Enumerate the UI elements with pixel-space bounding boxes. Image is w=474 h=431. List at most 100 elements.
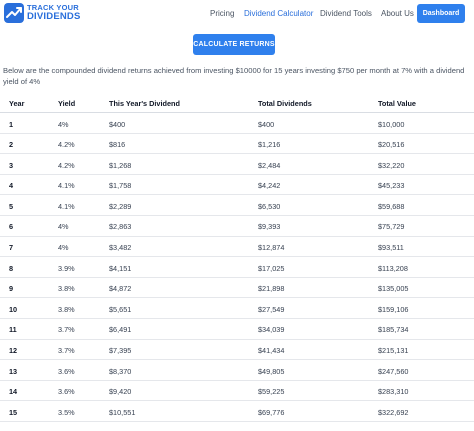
header-this-years-dividend: This Year's Dividend — [109, 99, 180, 108]
cell-year: 14 — [9, 387, 18, 397]
table-row: 13 3.6% $8,370 $49,805 $247,560 — [0, 360, 474, 381]
logo-line-1: TRACK YOUR — [27, 2, 79, 12]
nav-pricing[interactable]: Pricing — [210, 9, 235, 18]
logo-line-2: DIVIDENDS — [27, 11, 81, 23]
cell-total-dividends: $59,225 — [258, 387, 285, 397]
cell-yield: 3.6% — [58, 387, 75, 397]
cell-yield: 3.7% — [58, 325, 75, 335]
cell-total-dividends: $21,898 — [258, 284, 285, 294]
cell-total-dividends: $9,393 — [258, 222, 281, 232]
header-yield: Yield — [58, 99, 76, 108]
cell-yield: 4% — [58, 222, 69, 232]
table-header: Year Yield This Year's Dividend Total Di… — [0, 93, 474, 113]
cell-year: 3 — [9, 160, 14, 170]
dashboard-button[interactable]: Dashboard — [417, 4, 465, 23]
cell-yield: 3.6% — [58, 366, 75, 376]
table-row: 5 4.1% $2,289 $6,530 $59,688 — [0, 195, 474, 216]
cell-year: 13 — [9, 366, 18, 376]
cell-yield: 4.1% — [58, 201, 75, 211]
cell-year: 12 — [9, 346, 18, 356]
cell-total-dividends: $27,549 — [258, 304, 285, 314]
cell-year: 11 — [9, 325, 17, 335]
cell-total-value: $113,208 — [378, 263, 408, 273]
table-row: 11 3.7% $6,491 $34,039 $185,734 — [0, 319, 474, 340]
cell-this-years-dividend: $400 — [109, 119, 126, 129]
cell-yield: 4.2% — [58, 140, 75, 150]
nav-dividend-calculator[interactable]: Dividend Calculator — [244, 9, 314, 18]
cell-total-dividends: $34,039 — [258, 325, 285, 335]
cell-total-value: $185,734 — [378, 325, 409, 335]
header-total-value: Total Value — [378, 99, 416, 108]
cell-this-years-dividend: $9,420 — [109, 387, 132, 397]
cell-yield: 3.8% — [58, 284, 75, 294]
cell-yield: 4.2% — [58, 160, 75, 170]
cell-year: 4 — [9, 181, 14, 191]
cell-this-years-dividend: $2,289 — [109, 201, 132, 211]
results-table-body: 1 4% $400 $400 $10,000 2 4.2% $816 $1,216 $20,516… — [0, 113, 474, 422]
cell-this-years-dividend: $10,551 — [109, 407, 136, 417]
cell-year: 15 — [9, 407, 18, 417]
cell-year: 1 — [9, 119, 14, 129]
cell-total-value: $247,560 — [378, 366, 409, 376]
cell-yield: 3.7% — [58, 346, 75, 356]
cell-this-years-dividend: $6,491 — [109, 325, 132, 335]
cell-total-value: $322,692 — [378, 407, 409, 417]
cell-total-dividends: $2,484 — [258, 160, 281, 170]
cell-total-value: $159,106 — [378, 304, 409, 314]
cell-this-years-dividend: $2,863 — [109, 222, 132, 232]
cell-total-dividends: $400 — [258, 119, 275, 129]
cell-total-dividends: $12,874 — [258, 243, 285, 253]
table-row: 7 4% $3,482 $12,874 $93,511 — [0, 237, 474, 258]
cell-yield: 4% — [58, 243, 69, 253]
cell-total-value: $135,005 — [378, 284, 409, 294]
calculate-returns-button[interactable]: CALCULATE RETURNS — [193, 34, 275, 55]
cell-total-dividends: $69,776 — [258, 407, 285, 417]
nav-about-us[interactable]: About Us — [381, 9, 414, 18]
table-row: 3 4.2% $1,268 $2,484 $32,220 — [0, 154, 474, 175]
table-row: 4 4.1% $1,758 $4,242 $45,233 — [0, 175, 474, 196]
cell-year: 7 — [9, 243, 14, 253]
site-header: TRACK YOUR DIVIDENDS Pricing Dividend Ca… — [0, 0, 474, 30]
cell-this-years-dividend: $1,268 — [109, 160, 132, 170]
cell-total-value: $93,511 — [378, 243, 404, 253]
table-row: 8 3.9% $4,151 $17,025 $113,208 — [0, 257, 474, 278]
table-row: 15 3.5% $10,551 $69,776 $322,692 — [0, 401, 474, 422]
cell-year: 9 — [9, 284, 14, 294]
cell-yield: 4.1% — [58, 181, 75, 191]
table-row: 10 3.8% $5,651 $27,549 $159,106 — [0, 298, 474, 319]
cell-yield: 3.5% — [58, 407, 75, 417]
cell-yield: 3.9% — [58, 263, 75, 273]
table-row: 14 3.6% $9,420 $59,225 $283,310 — [0, 381, 474, 402]
cell-year: 10 — [9, 304, 18, 314]
cell-this-years-dividend: $8,370 — [109, 366, 132, 376]
header-total-dividends: Total Dividends — [258, 99, 312, 108]
cell-this-years-dividend: $816 — [109, 140, 126, 150]
cell-total-dividends: $41,434 — [258, 346, 285, 356]
cell-total-dividends: $49,805 — [258, 366, 285, 376]
cell-this-years-dividend: $7,395 — [109, 346, 132, 356]
cell-total-dividends: $17,025 — [258, 263, 285, 273]
logo[interactable]: TRACK YOUR DIVIDENDS — [4, 3, 81, 23]
header-year: Year — [9, 99, 25, 108]
cell-this-years-dividend: $3,482 — [109, 243, 132, 253]
logo-icon — [4, 3, 24, 23]
nav-dividend-tools[interactable]: Dividend Tools — [320, 9, 372, 18]
cell-this-years-dividend: $5,651 — [109, 304, 132, 314]
cell-total-value: $10,000 — [378, 119, 405, 129]
logo-text: TRACK YOUR DIVIDENDS — [27, 2, 81, 23]
cell-total-dividends: $1,216 — [258, 140, 281, 150]
cell-yield: 3.8% — [58, 304, 75, 314]
cell-total-value: $45,233 — [378, 181, 405, 191]
cell-total-value: $59,688 — [378, 201, 405, 211]
cell-yield: 4% — [58, 119, 69, 129]
cell-this-years-dividend: $1,758 — [109, 181, 132, 191]
table-row: 1 4% $400 $400 $10,000 — [0, 113, 474, 134]
cell-total-value: $32,220 — [378, 160, 405, 170]
cell-year: 6 — [9, 222, 14, 232]
cell-total-value: $75,729 — [378, 222, 405, 232]
table-row: 2 4.2% $816 $1,216 $20,516 — [0, 134, 474, 155]
cell-this-years-dividend: $4,872 — [109, 284, 132, 294]
cell-this-years-dividend: $4,151 — [109, 263, 132, 273]
results-description: Below are the compounded dividend return… — [3, 66, 465, 86]
cell-total-value: $215,131 — [378, 346, 409, 356]
